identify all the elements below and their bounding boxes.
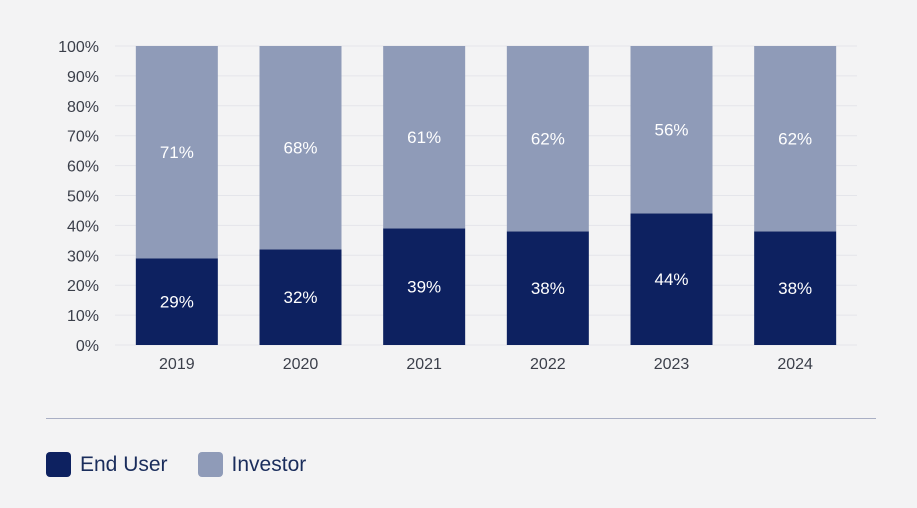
legend-label-investor: Investor <box>231 452 307 476</box>
y-tick-label: 70% <box>67 129 99 146</box>
bar-data-label: 56% <box>654 121 688 140</box>
legend: End User Investor <box>46 452 306 477</box>
bar-investor-2023 <box>630 46 713 214</box>
x-tick-label: 2024 <box>777 356 813 373</box>
bar-data-label: 62% <box>531 130 565 149</box>
bar-investor-2021 <box>383 46 466 229</box>
bar-data-label: 39% <box>407 278 441 297</box>
x-tick-label: 2019 <box>159 356 195 373</box>
bar-data-label: 38% <box>531 279 565 298</box>
bar-investor-2022 <box>506 46 589 232</box>
y-tick-label: 0% <box>76 338 99 355</box>
bar-investor-2020 <box>259 46 342 250</box>
bar-data-label: 38% <box>778 279 812 298</box>
bar-end-user-2020 <box>259 249 342 345</box>
y-tick-label: 10% <box>67 308 99 325</box>
bar-end-user-2022 <box>506 231 589 345</box>
y-tick-label: 50% <box>67 189 99 206</box>
x-tick-label: 2021 <box>406 356 442 373</box>
bar-data-label: 44% <box>654 270 688 289</box>
bar-end-user-2019 <box>135 258 218 345</box>
y-tick-label: 20% <box>67 278 99 295</box>
y-tick-label: 30% <box>67 248 99 265</box>
legend-swatch-investor <box>197 452 223 477</box>
bar-end-user-2023 <box>630 213 713 345</box>
y-tick-label: 60% <box>67 159 99 176</box>
bar-investor-2024 <box>754 46 837 232</box>
divider <box>46 418 876 419</box>
bar-investor-2019 <box>135 46 218 259</box>
legend-item-investor: Investor <box>197 452 307 477</box>
x-tick-label: 2020 <box>283 356 319 373</box>
legend-swatch-end-user <box>46 452 71 477</box>
bar-data-label: 71% <box>160 143 194 162</box>
stacked-bar-chart: 0% 10% 20% 30% 40% 50% 60% 70% 80% 90% 100% 29% 71% 2… <box>58 39 857 373</box>
legend-label-end-user: End User <box>80 452 168 476</box>
y-tick-label: 40% <box>67 218 99 235</box>
bar-data-label: 62% <box>778 130 812 149</box>
bar-data-label: 61% <box>407 128 441 147</box>
y-tick-label: 90% <box>67 69 99 86</box>
y-tick-label: 100% <box>58 39 99 56</box>
x-tick-label: 2022 <box>530 356 566 373</box>
legend-item-end-user: End User <box>46 452 168 477</box>
y-tick-label: 80% <box>67 99 99 116</box>
bar-data-label: 29% <box>160 293 194 312</box>
bar-data-label: 32% <box>283 288 317 307</box>
x-tick-label: 2023 <box>654 356 690 373</box>
bar-end-user-2021 <box>383 228 466 345</box>
bar-data-label: 68% <box>283 139 317 158</box>
bar-end-user-2024 <box>754 231 837 345</box>
